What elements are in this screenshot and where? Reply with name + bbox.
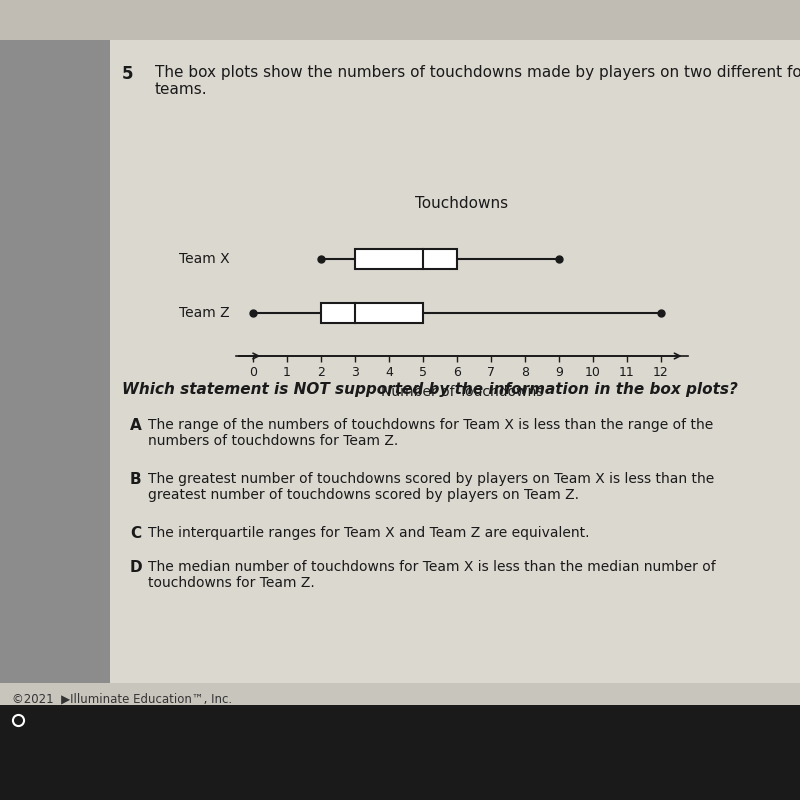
Text: B: B	[130, 472, 142, 487]
Bar	[0, 683, 800, 705]
Text: ©2021  ▶Illuminate Education™, Inc.: ©2021 ▶Illuminate Education™, Inc.	[12, 693, 232, 706]
Bar	[0, 0, 800, 40]
Text: D: D	[130, 560, 142, 575]
Title: Touchdowns: Touchdowns	[415, 196, 509, 210]
Text: Team Z: Team Z	[178, 306, 230, 320]
Bar	[355, 249, 457, 270]
Bar	[0, 40, 800, 685]
Bar	[0, 40, 110, 685]
Text: The interquartile ranges for Team X and Team Z are equivalent.: The interquartile ranges for Team X and …	[148, 526, 590, 540]
Text: A: A	[130, 418, 142, 433]
X-axis label: Number of Touchdowns: Number of Touchdowns	[381, 385, 543, 399]
Text: The range of the numbers of touchdowns for Team X is less than the range of the
: The range of the numbers of touchdowns f…	[148, 418, 714, 448]
Text: The greatest number of touchdowns scored by players on Team X is less than the
g: The greatest number of touchdowns scored…	[148, 472, 714, 502]
Bar	[321, 302, 423, 323]
Text: Team X: Team X	[178, 252, 230, 266]
Text: C: C	[130, 526, 141, 541]
Text: The median number of touchdowns for Team X is less than the median number of
tou: The median number of touchdowns for Team…	[148, 560, 716, 590]
Text: 5: 5	[122, 65, 134, 83]
Text: The box plots show the numbers of touchdowns made by players on two different fo: The box plots show the numbers of touchd…	[155, 65, 800, 98]
Text: Which statement is NOT supported by the information in the box plots?: Which statement is NOT supported by the …	[122, 382, 738, 397]
